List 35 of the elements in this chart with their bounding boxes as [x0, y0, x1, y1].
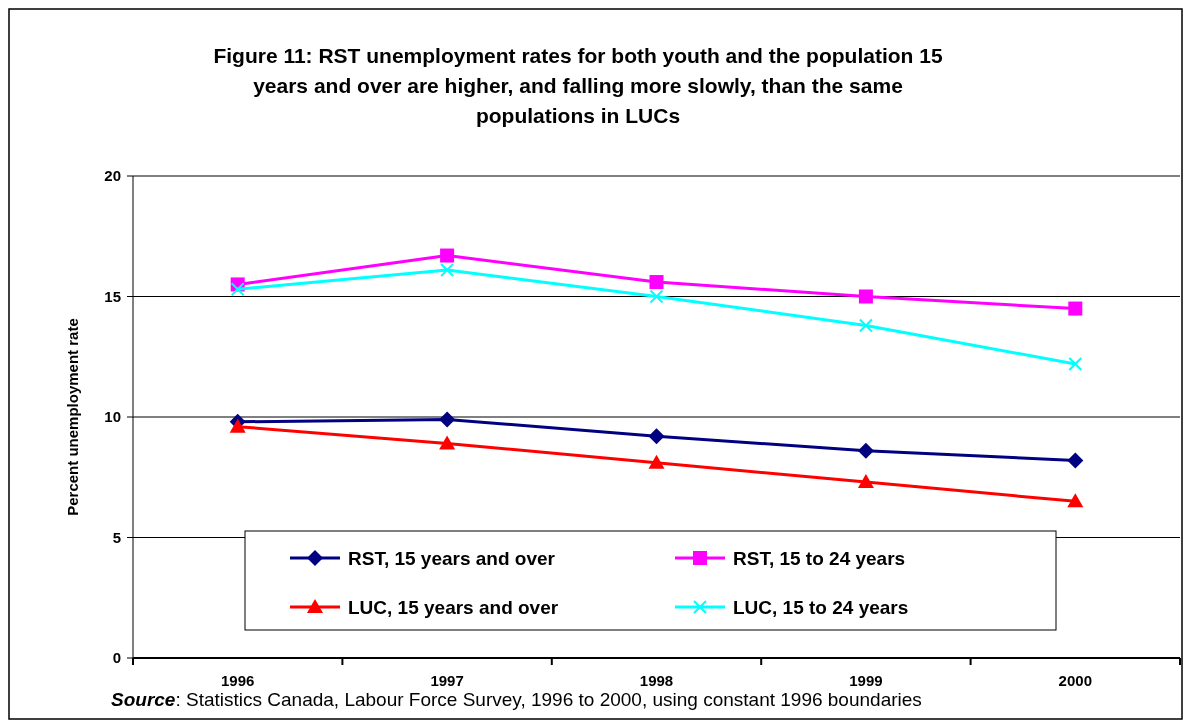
x-tick-label: 1997	[430, 672, 464, 689]
legend-label: RST, 15 to 24 years	[733, 548, 906, 569]
x-tick-label: 2000	[1058, 672, 1092, 689]
source-note: Source: Statistics Canada, Labour Force Survey, 1996 to 2000, using constant 1996 boundaries	[111, 689, 922, 710]
legend-label: RST, 15 years and over	[348, 548, 556, 569]
point	[230, 282, 245, 297]
point	[1067, 452, 1084, 469]
x-tick-label: 1996	[221, 672, 255, 689]
point	[858, 289, 873, 304]
legend-label: LUC, 15 years and over	[348, 597, 559, 618]
point	[440, 248, 455, 263]
point	[857, 474, 874, 489]
point	[648, 454, 665, 469]
point	[649, 275, 664, 290]
y-tick-label: 5	[112, 528, 121, 546]
point	[439, 435, 456, 450]
y-tick-label: 0	[112, 649, 121, 666]
chart-title: Figure 11: RST unemployment rates for both youth and the population 15 years and over are higher, and falling more slowly, than the same populations in LUCs	[213, 44, 943, 127]
point	[1067, 493, 1084, 508]
point	[649, 289, 664, 304]
y-tick-label: 20	[104, 167, 121, 184]
y-axis-title: Percent unemployment rate	[64, 318, 81, 516]
point	[439, 411, 456, 428]
point	[1068, 356, 1083, 371]
y-tick-label: 10	[104, 408, 121, 425]
x-tick-label: 1998	[639, 672, 674, 689]
point	[857, 442, 874, 459]
legend-label: LUC, 15 to 24 years	[733, 597, 909, 618]
point	[858, 318, 873, 333]
point	[440, 262, 455, 277]
point	[1068, 301, 1083, 316]
y-tick-label: 15	[104, 287, 121, 305]
point	[229, 418, 246, 433]
point	[648, 428, 665, 445]
x-tick-label: 1999	[849, 672, 883, 689]
